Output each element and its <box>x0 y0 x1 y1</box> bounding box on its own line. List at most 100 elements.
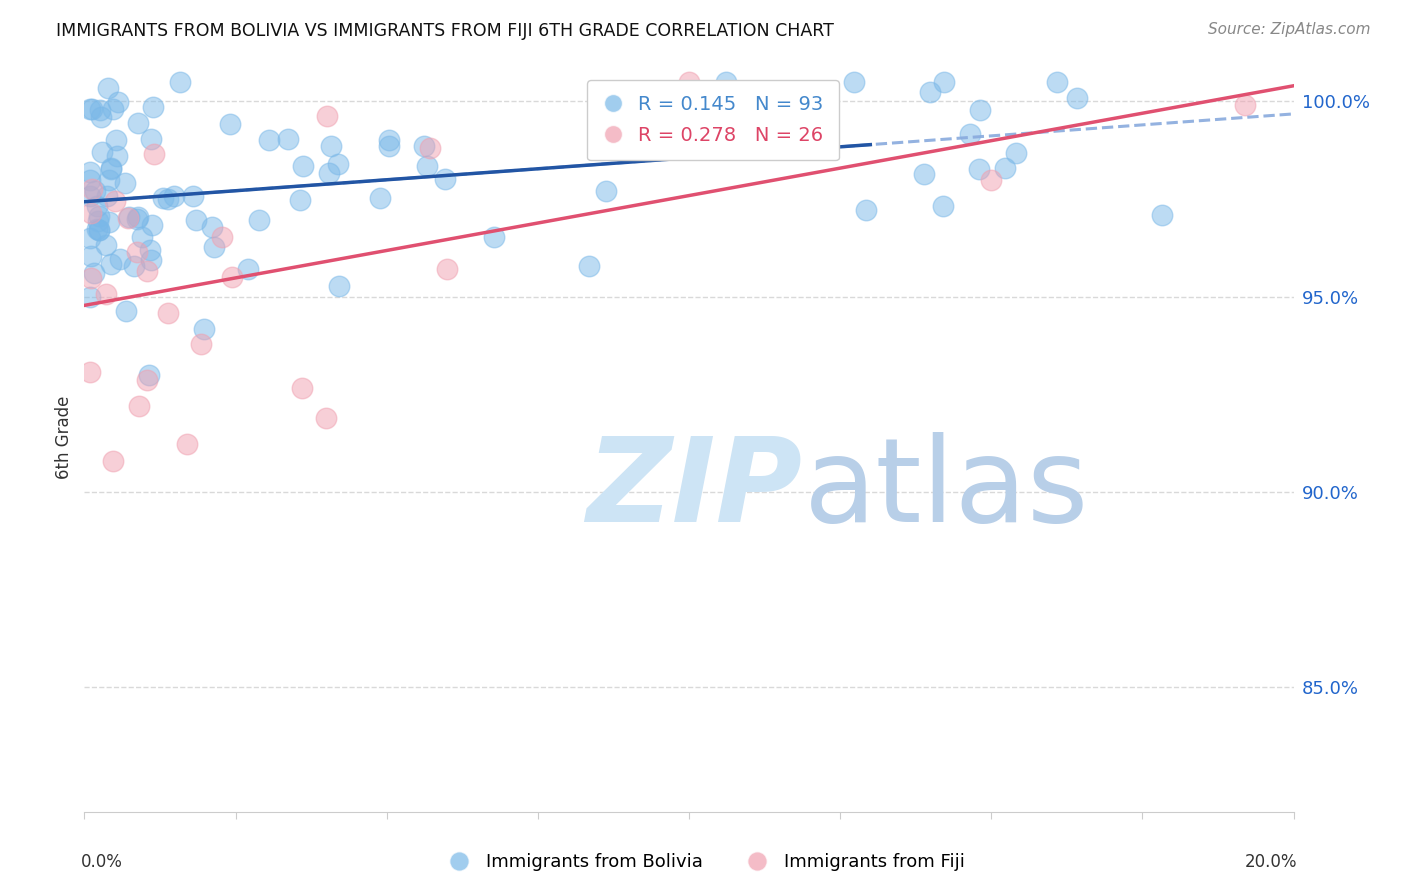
Point <box>1150 208 1173 222</box>
Point <box>969 103 991 117</box>
Point <box>932 199 955 213</box>
Point <box>259 133 281 147</box>
Point <box>131 230 153 244</box>
Point <box>136 373 159 387</box>
Point <box>80 182 103 196</box>
Text: Source: ZipAtlas.com: Source: ZipAtlas.com <box>1208 22 1371 37</box>
Point <box>152 191 174 205</box>
Point <box>932 75 955 89</box>
Point <box>914 168 936 182</box>
Point <box>89 223 111 237</box>
Point <box>125 244 148 259</box>
Point <box>434 172 457 186</box>
Point <box>678 75 700 89</box>
Point <box>163 189 186 203</box>
Point <box>138 368 160 382</box>
Point <box>413 139 436 153</box>
Point <box>90 145 112 160</box>
Point <box>115 304 138 318</box>
Point <box>79 231 101 245</box>
Point <box>89 103 111 117</box>
Point <box>436 261 458 276</box>
Text: IMMIGRANTS FROM BOLIVIA VS IMMIGRANTS FROM FIJI 6TH GRADE CORRELATION CHART: IMMIGRANTS FROM BOLIVIA VS IMMIGRANTS FR… <box>56 22 834 40</box>
Point <box>959 127 981 141</box>
Point <box>1005 146 1028 161</box>
Point <box>190 337 212 351</box>
Point <box>288 193 311 207</box>
Point <box>219 117 242 131</box>
Point <box>156 305 179 319</box>
Point <box>114 176 136 190</box>
Point <box>84 184 107 198</box>
Point <box>101 102 124 116</box>
Point <box>211 230 233 244</box>
Point <box>141 218 163 232</box>
Point <box>96 189 118 203</box>
Point <box>97 81 120 95</box>
Point <box>484 230 506 244</box>
Point <box>980 173 1002 187</box>
Text: ZIP: ZIP <box>586 432 803 547</box>
Point <box>98 215 121 229</box>
Point <box>156 192 179 206</box>
Text: 0.0%: 0.0% <box>80 853 122 871</box>
Point <box>127 210 149 224</box>
Point <box>378 133 401 147</box>
Point <box>181 189 204 203</box>
Text: 20.0%: 20.0% <box>1244 853 1298 871</box>
Point <box>79 172 101 186</box>
Point <box>368 190 391 204</box>
Point <box>169 75 191 89</box>
Point <box>101 454 124 468</box>
Point <box>125 211 148 226</box>
Point <box>100 162 122 177</box>
Point <box>193 322 215 336</box>
Point <box>139 243 162 257</box>
Point <box>105 133 128 147</box>
Y-axis label: 6th Grade: 6th Grade <box>55 395 73 479</box>
Point <box>775 93 797 107</box>
Point <box>89 111 111 125</box>
Point <box>595 184 617 198</box>
Text: atlas: atlas <box>804 432 1090 547</box>
Point <box>122 259 145 273</box>
Point <box>247 213 270 227</box>
Point <box>117 211 139 226</box>
Point <box>108 252 131 266</box>
Point <box>142 100 165 114</box>
Point <box>79 206 101 220</box>
Point <box>117 210 139 224</box>
Point <box>143 147 166 161</box>
Point <box>136 264 159 278</box>
Point <box>842 75 865 89</box>
Point <box>83 267 105 281</box>
Point <box>291 381 314 395</box>
Point <box>591 84 613 98</box>
Point <box>1046 75 1069 89</box>
Legend: Immigrants from Bolivia, Immigrants from Fiji: Immigrants from Bolivia, Immigrants from… <box>433 847 973 879</box>
Point <box>315 410 337 425</box>
Point <box>139 252 162 267</box>
Point <box>79 165 101 179</box>
Point <box>79 290 101 304</box>
Point <box>291 160 314 174</box>
Point <box>918 85 941 99</box>
Point <box>107 95 129 109</box>
Point <box>316 109 339 123</box>
Point <box>578 259 600 273</box>
Point <box>319 139 342 153</box>
Legend: R = 0.145   N = 93, R = 0.278   N = 26: R = 0.145 N = 93, R = 0.278 N = 26 <box>588 79 839 161</box>
Point <box>107 149 129 163</box>
Point <box>98 173 121 187</box>
Point <box>1066 91 1088 105</box>
Point <box>416 159 439 173</box>
Point <box>184 213 207 227</box>
Point <box>1234 98 1257 112</box>
Point <box>79 188 101 202</box>
Point <box>236 261 259 276</box>
Point <box>80 271 103 285</box>
Point <box>176 437 198 451</box>
Point <box>221 269 243 284</box>
Point <box>277 132 299 146</box>
Point <box>79 103 101 117</box>
